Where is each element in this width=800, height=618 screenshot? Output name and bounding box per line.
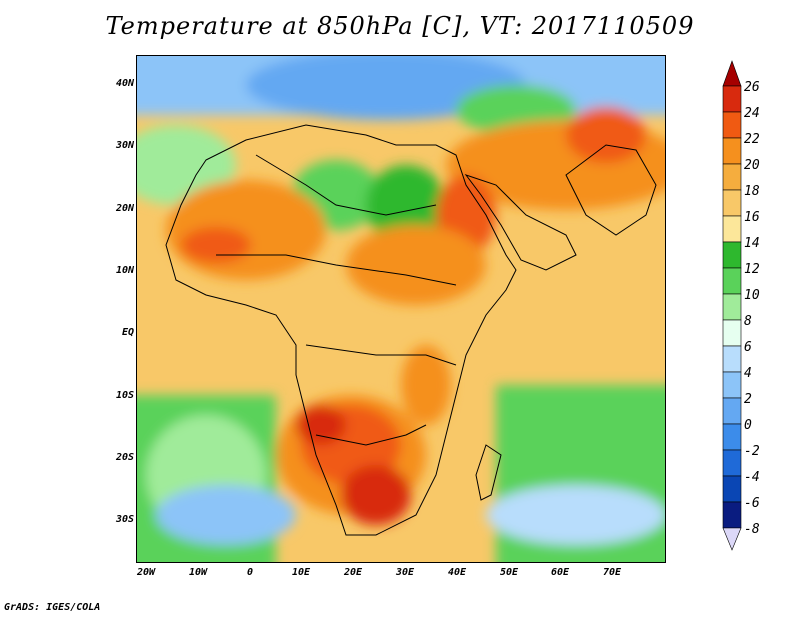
- colorbar-label: -2: [744, 444, 760, 459]
- lon-label: 0: [246, 567, 254, 578]
- colorbar-label: -6: [744, 496, 760, 511]
- colorbar-top-arrow: [722, 60, 742, 87]
- lon-label: 60E: [550, 567, 570, 578]
- lat-label: 10N: [115, 265, 134, 276]
- colorbar-label: 10: [744, 288, 760, 303]
- colorbar-cell: [722, 215, 742, 243]
- colorbar-cell: [722, 423, 742, 451]
- colorbar-label: 16: [744, 210, 760, 225]
- colorbar-cell: [722, 397, 742, 425]
- colorbar-cell: [722, 163, 742, 191]
- colorbar-cell: [722, 111, 742, 139]
- lat-label: 30S: [115, 514, 134, 525]
- colorbar-cell: [722, 319, 742, 347]
- colorbar-label: 18: [744, 184, 760, 199]
- temperature-map: [136, 55, 666, 563]
- lon-label: 20E: [343, 567, 363, 578]
- lat-label: EQ: [121, 327, 134, 338]
- colorbar-label: 6: [744, 340, 752, 355]
- lat-label: 20S: [115, 452, 134, 463]
- colorbar-label: 8: [744, 314, 752, 329]
- colorbar-cell: [722, 449, 742, 477]
- colorbar-label: 22: [744, 132, 760, 147]
- lon-label: 20W: [136, 567, 156, 578]
- colorbar-cell: [722, 345, 742, 373]
- colorbar-label: 14: [744, 236, 760, 251]
- colorbar-cell: [722, 85, 742, 113]
- lon-label: 70E: [602, 567, 622, 578]
- colorbar-label: 24: [744, 106, 760, 121]
- lon-label: 10W: [188, 567, 208, 578]
- lat-label: 20N: [115, 203, 134, 214]
- colorbar-label: 4: [744, 366, 752, 381]
- colorbar-label: 0: [744, 418, 752, 433]
- lon-label: 40E: [447, 567, 467, 578]
- lat-label: 30N: [115, 140, 134, 151]
- colorbar-bottom-arrow: [722, 527, 742, 551]
- map-panel: [136, 55, 666, 563]
- colorbar-label: -4: [744, 470, 760, 485]
- lon-label: 10E: [291, 567, 311, 578]
- credit-text: GrADS: IGES/COLA: [4, 602, 101, 613]
- map-title: Temperature at 850hPa [C], VT: 201711050…: [105, 12, 695, 40]
- colorbar-label: 20: [744, 158, 760, 173]
- colorbar-cell: [722, 189, 742, 217]
- colorbar-cell: [722, 293, 742, 321]
- lon-label: 30E: [395, 567, 415, 578]
- colorbar-label: 26: [744, 80, 760, 95]
- colorbar-cell: [722, 137, 742, 165]
- colorbar-label: -8: [744, 522, 760, 537]
- lat-label: 10S: [115, 390, 134, 401]
- colorbar-cell: [722, 267, 742, 295]
- colorbar-cell: [722, 241, 742, 269]
- lat-label: 40N: [115, 78, 134, 89]
- colorbar-cell: [722, 501, 742, 529]
- colorbar: [722, 60, 742, 551]
- colorbar-label: 12: [744, 262, 760, 277]
- lon-label: 50E: [499, 567, 519, 578]
- colorbar-cell: [722, 475, 742, 503]
- colorbar-cell: [722, 371, 742, 399]
- colorbar-label: 2: [744, 392, 752, 407]
